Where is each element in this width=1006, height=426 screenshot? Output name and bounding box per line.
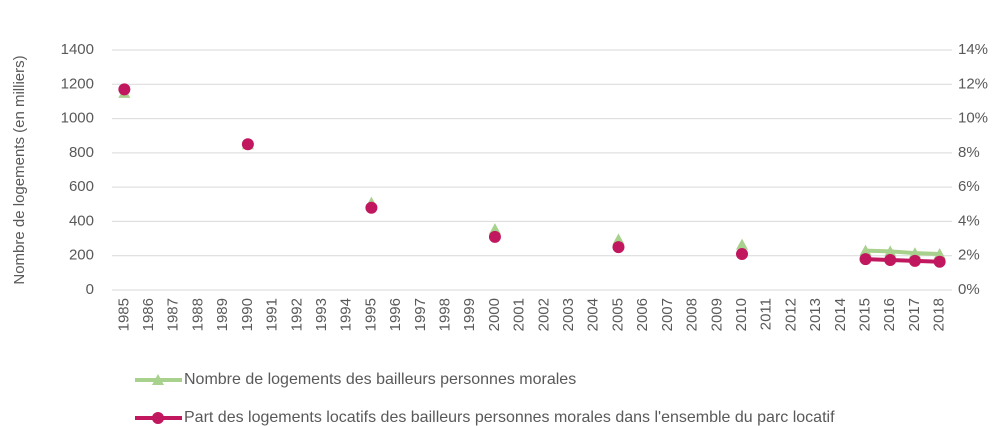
y-tick-label: 400 [69,212,94,229]
data-point [884,254,897,266]
x-tick-label: 1997 [412,298,429,331]
data-point [884,245,897,257]
x-tick-label: 1991 [264,298,281,331]
data-point [859,253,872,266]
x-tick-label: 1999 [461,298,478,331]
x-tick-label: 1990 [239,298,256,331]
data-point [118,83,131,96]
y-tick-label: 1000 [61,110,94,127]
x-tick-label: 2009 [708,298,725,331]
x-tick-label: 2008 [684,298,701,331]
data-point [908,254,921,267]
x-tick-label: 2013 [807,298,824,331]
legend-label: Part des logements locatifs des bailleur… [184,409,835,426]
data-point [859,244,872,256]
x-tick-label: 1988 [189,298,206,331]
x-tick-label: 1994 [338,298,355,331]
x-tick-label: 2010 [733,298,750,331]
y2-tick-label: 12% [958,75,988,92]
x-tick-label: 2015 [856,298,873,331]
y2-tick-label: 10% [958,110,988,127]
x-tick-label: 2014 [832,298,849,331]
data-point [908,247,921,259]
x-tick-label: 2001 [511,298,528,331]
x-tick-label: 2002 [535,298,552,331]
x-tick-label: 1985 [115,298,132,331]
x-tick-label: 1986 [140,298,157,331]
x-tick-label: 2017 [906,298,923,331]
x-tick-label: 1998 [436,298,453,331]
data-point [488,223,501,235]
legend-marker [152,374,164,385]
x-tick-label: 1992 [288,298,305,331]
y2-tick-label: 8% [958,144,980,161]
y2-tick-label: 4% [958,212,980,229]
series-line [865,257,940,264]
x-tick-label: 2011 [758,298,775,330]
data-point [736,248,748,260]
y-tick-label: 600 [69,178,94,195]
x-tick-label: 2018 [931,298,948,331]
y2-tick-label: 0% [958,281,980,298]
legend-marker [152,412,164,424]
x-tick-label: 2006 [634,298,651,331]
y-tick-label: 200 [69,247,94,264]
series-line [865,248,940,256]
data-point [933,255,946,268]
y-tick-label: 0 [86,281,94,298]
y2-tick-label: 14% [958,41,988,58]
x-tick-label: 1987 [165,298,182,331]
legend-label: Nombre de logements des bailleurs person… [184,371,576,388]
data-point [612,241,625,254]
x-tick-label: 2016 [881,298,898,331]
y2-tick-label: 2% [958,247,980,264]
data-point [933,248,946,259]
x-tick-label: 2000 [486,298,503,331]
data-point [736,238,748,250]
y-axis-title: Nombre de logements (en milliers) [11,55,28,284]
x-tick-label: 1996 [387,298,404,331]
x-tick-label: 2003 [560,298,577,331]
x-tick-label: 1989 [214,298,231,331]
y-tick-label: 800 [69,144,94,161]
data-point [241,138,254,151]
data-point [365,201,378,214]
y2-tick-label: 6% [958,178,980,195]
x-tick-label: 2012 [782,298,799,331]
data-point [612,233,625,245]
data-point [488,230,501,243]
x-tick-label: 1993 [313,298,330,331]
x-tick-label: 2004 [585,298,602,331]
y-tick-label: 1200 [61,75,94,92]
x-tick-label: 1995 [362,298,379,331]
x-tick-label: 2005 [609,298,626,331]
y-tick-label: 1400 [61,41,94,58]
x-tick-label: 2007 [659,298,676,331]
